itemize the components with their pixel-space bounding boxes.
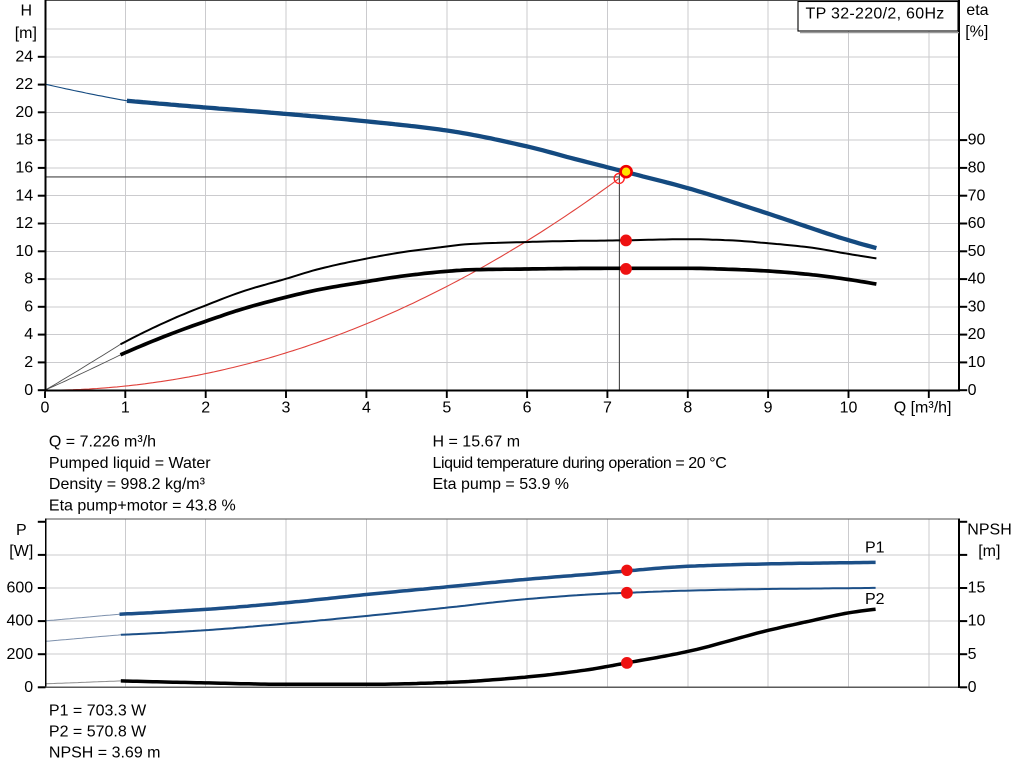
svg-text:15: 15 (968, 580, 986, 597)
svg-text:[%]: [%] (965, 23, 988, 40)
svg-text:6: 6 (523, 400, 532, 417)
svg-text:14: 14 (15, 187, 33, 204)
svg-text:600: 600 (6, 580, 33, 597)
svg-text:7: 7 (603, 400, 612, 417)
svg-text:2: 2 (201, 400, 210, 417)
svg-text:60: 60 (968, 215, 986, 232)
svg-text:6: 6 (24, 298, 33, 315)
svg-text:H: H (21, 2, 33, 19)
svg-text:2: 2 (24, 354, 33, 371)
svg-text:9: 9 (764, 400, 773, 417)
svg-text:[m]: [m] (15, 25, 37, 42)
svg-text:400: 400 (6, 613, 33, 630)
svg-text:H = 15.67 m: H = 15.67 m (433, 433, 521, 450)
svg-text:P2: P2 (865, 591, 885, 608)
svg-text:0: 0 (24, 679, 33, 696)
svg-text:0: 0 (41, 400, 50, 417)
svg-text:4: 4 (24, 326, 33, 343)
svg-text:24: 24 (15, 48, 33, 65)
svg-text:TP 32-220/2, 60Hz: TP 32-220/2, 60Hz (806, 6, 945, 23)
svg-text:NPSH: NPSH (967, 521, 1011, 538)
svg-text:50: 50 (968, 243, 986, 260)
svg-text:[W]: [W] (9, 543, 33, 560)
svg-text:70: 70 (968, 187, 986, 204)
svg-text:8: 8 (24, 271, 33, 288)
svg-text:22: 22 (15, 76, 33, 93)
svg-text:P1: P1 (865, 539, 885, 556)
svg-text:P: P (16, 522, 27, 539)
svg-text:Q [m³/h]: Q [m³/h] (894, 400, 952, 417)
svg-text:Eta pump+motor = 43.8 %: Eta pump+motor = 43.8 % (49, 498, 236, 515)
svg-text:0: 0 (24, 382, 33, 399)
svg-text:20: 20 (15, 104, 33, 121)
svg-text:3: 3 (282, 400, 291, 417)
svg-text:Eta pump = 53.9 %: Eta pump = 53.9 % (433, 476, 570, 493)
svg-text:Density = 998.2 kg/m³: Density = 998.2 kg/m³ (49, 476, 206, 493)
svg-text:10: 10 (840, 400, 858, 417)
svg-text:20: 20 (968, 326, 986, 343)
svg-text:eta: eta (966, 2, 988, 19)
svg-text:18: 18 (15, 132, 33, 149)
svg-text:30: 30 (968, 298, 986, 315)
svg-text:P1 = 703.3 W: P1 = 703.3 W (49, 703, 147, 720)
svg-text:P2 = 570.8 W: P2 = 570.8 W (49, 724, 147, 741)
svg-text:Pumped liquid = Water: Pumped liquid = Water (49, 455, 211, 472)
svg-text:40: 40 (968, 271, 986, 288)
svg-text:Q = 7.226 m³/h: Q = 7.226 m³/h (49, 433, 156, 450)
svg-text:[m]: [m] (978, 543, 1000, 560)
svg-text:80: 80 (968, 160, 986, 177)
svg-text:4: 4 (362, 400, 371, 417)
svg-text:0: 0 (968, 382, 977, 399)
svg-text:200: 200 (6, 646, 33, 663)
svg-text:Liquid temperature during oper: Liquid temperature during operation = 20… (433, 455, 727, 472)
svg-text:1: 1 (121, 400, 130, 417)
svg-text:10: 10 (968, 354, 986, 371)
svg-text:90: 90 (968, 132, 986, 149)
svg-text:12: 12 (15, 215, 33, 232)
svg-text:8: 8 (683, 400, 692, 417)
svg-text:10: 10 (968, 613, 986, 630)
svg-text:0: 0 (968, 679, 977, 696)
svg-text:5: 5 (968, 646, 977, 663)
svg-text:10: 10 (15, 243, 33, 260)
svg-text:5: 5 (442, 400, 451, 417)
svg-text:16: 16 (15, 160, 33, 177)
svg-text:NPSH = 3.69 m: NPSH = 3.69 m (49, 745, 161, 762)
